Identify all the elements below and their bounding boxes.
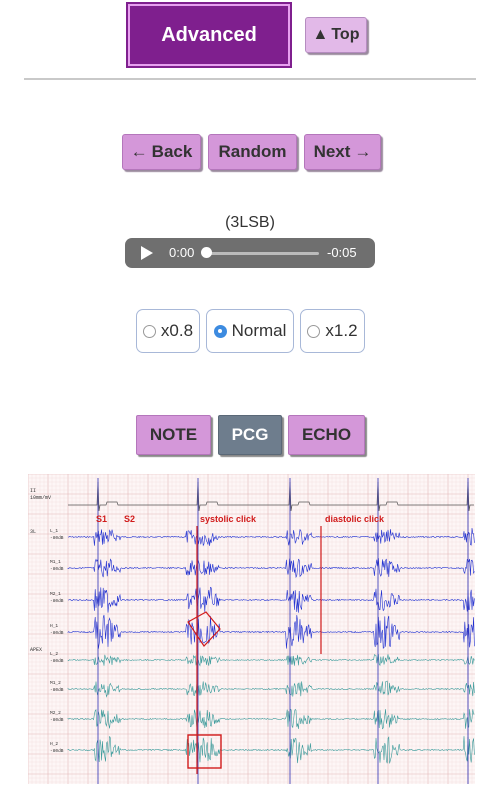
channel-name: L_2	[50, 651, 58, 657]
pcg-channel-trace	[67, 654, 475, 667]
audio-player: 0:00 -0:05	[125, 238, 375, 268]
pcg-channel-trace	[67, 708, 475, 730]
group-label-apex: APEX	[30, 647, 42, 653]
group-label-3l: 3L	[30, 529, 36, 535]
channel-name: M1_2	[50, 680, 61, 686]
channel-name: H_1	[50, 623, 58, 629]
channel-gain: -80dB	[50, 535, 64, 541]
arrow-right-icon: →	[354, 142, 372, 161]
channel-gain: -80dB	[50, 717, 64, 723]
channel-name: M2_1	[50, 591, 61, 597]
pcg-labels: II 10mm/mV 3L APEX L_1-80dBM1_1-80dBM2_1…	[30, 488, 64, 754]
scrubber-track[interactable]	[207, 252, 319, 255]
channel-gain: -80dB	[50, 598, 64, 604]
pcg-channel-trace	[68, 586, 475, 613]
radio-selected-icon[interactable]	[213, 324, 227, 338]
channel-name: L_1	[50, 528, 58, 534]
time-remaining: -0:05	[327, 245, 357, 260]
pcg-channel-trace	[67, 558, 475, 579]
speed-option-1.2[interactable]: x1.2	[300, 309, 365, 353]
advanced-label: Advanced	[161, 23, 257, 46]
pcg-traces	[67, 478, 475, 784]
radio-icon[interactable]	[142, 324, 156, 338]
systolic-click-highlight	[187, 611, 221, 647]
divider	[24, 78, 476, 80]
ecg-scale-lead: II	[30, 488, 36, 494]
annotation-s1: S1	[96, 514, 107, 524]
pcg-background	[28, 474, 475, 784]
speed-label: x0.8	[160, 321, 194, 340]
speed-option-normal[interactable]: Normal	[206, 309, 294, 353]
back-label: Back	[151, 142, 193, 161]
top-button[interactable]: ▲ Top	[305, 17, 367, 53]
tab-pcg-label: PCG	[231, 425, 269, 444]
tab-note[interactable]: NOTE	[136, 415, 211, 455]
time-current: 0:00	[169, 245, 195, 260]
track-label: (3LSB)	[225, 214, 275, 231]
pcg-channel-trace	[67, 614, 475, 649]
systolic-click-box	[187, 734, 222, 769]
random-label: Random	[218, 142, 287, 161]
back-button[interactable]: ← Back	[122, 134, 201, 170]
pcg-channel-trace	[67, 736, 475, 764]
next-label: Next	[313, 142, 351, 161]
tab-pcg[interactable]: PCG	[218, 415, 282, 455]
triangle-up-icon: ▲	[312, 26, 329, 43]
pcg-annotations: S1 S2 systolic click diastolic click	[96, 514, 385, 524]
radio-icon[interactable]	[307, 324, 321, 338]
advanced-button[interactable]: Advanced	[126, 2, 292, 68]
channel-gain: -80dB	[50, 748, 64, 754]
speed-label: x1.2	[325, 321, 358, 340]
speed-label: Normal	[231, 321, 287, 340]
tab-echo-label: ECHO	[301, 425, 352, 444]
annotation-systolic-click: systolic click	[200, 514, 257, 524]
channel-gain: -80dB	[50, 687, 64, 693]
channel-gain: -80dB	[50, 566, 64, 572]
channel-gain: -80dB	[50, 630, 64, 636]
channel-name: M2_2	[50, 710, 61, 716]
channel-name: H_2	[50, 741, 58, 747]
pcg-graph: II 10mm/mV 3L APEX L_1-80dBM1_1-80dBM2_1…	[28, 474, 475, 784]
ecg-trace	[68, 481, 474, 512]
random-button[interactable]: Random	[208, 134, 297, 170]
play-icon[interactable]	[141, 246, 153, 260]
annotation-diastolic-click: diastolic click	[325, 514, 385, 524]
top-label: Top	[331, 26, 360, 43]
ecg-scale-gain: 10mm/mV	[30, 495, 51, 501]
pcg-recording: II 10mm/mV 3L APEX L_1 -80dB M1_1 -80dB M2_1…	[28, 474, 475, 784]
tab-note-label: NOTE	[149, 425, 198, 444]
annotation-s2: S2	[124, 514, 135, 524]
scrubber-handle[interactable]	[201, 247, 212, 258]
speed-option-0.8[interactable]: x0.8	[136, 309, 200, 353]
channel-name: M1_1	[50, 559, 61, 565]
pcg-channel-trace	[67, 527, 475, 547]
arrow-left-icon: ←	[130, 142, 148, 161]
pcg-grid	[28, 474, 475, 784]
next-button[interactable]: Next →	[304, 134, 381, 170]
channel-gain: -80dB	[50, 658, 64, 664]
pcg-channel-trace	[67, 680, 475, 698]
tab-echo[interactable]: ECHO	[288, 415, 365, 455]
